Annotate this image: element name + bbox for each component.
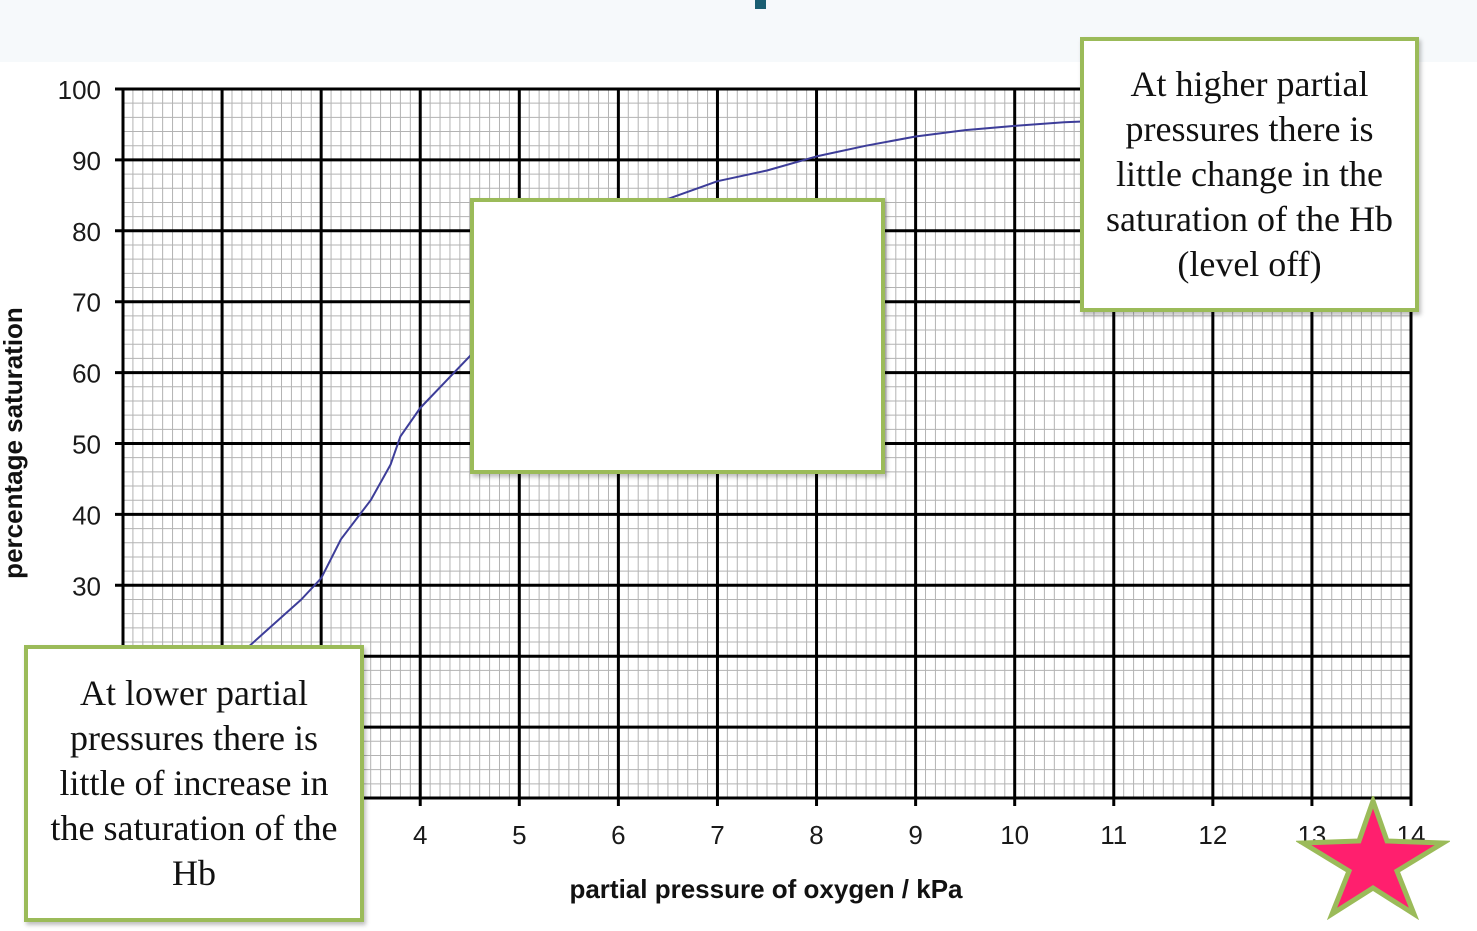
x-tick-label: 7 [710, 820, 724, 850]
x-tick-label: 5 [512, 820, 526, 850]
y-axis-label: percentage saturation [0, 307, 28, 579]
x-axis-label: partial pressure of oxygen / kPa [569, 874, 963, 904]
higher-pressure-note-text: At higher partial pressures there is lit… [1106, 64, 1393, 284]
x-tick-labels: 34567891011121314 [314, 820, 1426, 850]
x-tick-label: 11 [1100, 820, 1127, 850]
x-tick-label: 4 [413, 820, 427, 850]
y-tick-label: 70 [72, 288, 101, 318]
y-tick-label: 50 [72, 430, 101, 460]
slide-title-fragment [755, 0, 766, 9]
star-shape [1296, 796, 1450, 920]
y-tick-label: 30 [72, 571, 101, 601]
y-tick-label: 60 [72, 359, 101, 389]
y-tick-label: 80 [72, 217, 101, 247]
x-tick-label: 9 [908, 820, 922, 850]
x-tick-label: 10 [1000, 820, 1029, 850]
blank-answer-box [470, 198, 885, 474]
lower-pressure-note: At lower partial pressures there is litt… [24, 645, 364, 922]
y-tick-label: 90 [72, 146, 101, 176]
y-tick-labels: 30 40 50 60 70 80 90 100 [58, 75, 101, 601]
higher-pressure-note: At higher partial pressures there is lit… [1080, 37, 1419, 312]
lower-pressure-note-text: At lower partial pressures there is litt… [50, 673, 338, 893]
star-icon[interactable] [1296, 796, 1450, 920]
y-tick-label: 100 [58, 75, 101, 105]
y-tick-label: 40 [72, 500, 101, 530]
x-tick-label: 8 [809, 820, 823, 850]
x-tick-label: 6 [611, 820, 625, 850]
x-tick-label: 12 [1198, 820, 1227, 850]
